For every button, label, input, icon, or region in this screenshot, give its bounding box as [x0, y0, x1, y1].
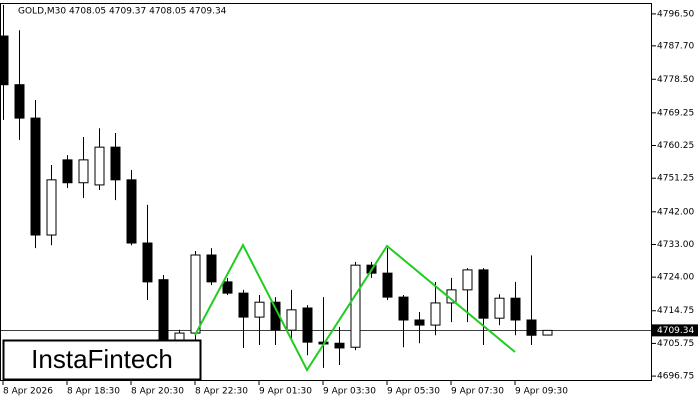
candle-body: [142, 242, 153, 283]
candle-body: [190, 254, 201, 334]
y-tick-label: 4778.50: [657, 75, 694, 85]
y-tick-label: 4696.75: [657, 372, 694, 382]
candle-body: [462, 269, 473, 291]
x-tick-label: 8 Apr 20:30: [131, 387, 184, 397]
logo-box: [2, 339, 202, 381]
x-tick-label: 9 Apr 07:30: [451, 387, 504, 397]
y-tick-label: 4714.75: [657, 306, 694, 316]
x-tick-label: 8 Apr 22:30: [195, 387, 248, 397]
candle-body: [414, 319, 425, 326]
y-tick-label: 4742.00: [657, 207, 694, 217]
candle-body: [286, 309, 297, 331]
candle-body: [478, 269, 489, 319]
candle-body: [110, 146, 121, 181]
y-tick-label: 4733.00: [657, 240, 694, 250]
candle-body: [222, 281, 233, 294]
x-tick-label: 9 Apr 05:30: [387, 387, 440, 397]
y-tick-label: 4705.75: [657, 339, 694, 349]
candle-body: [542, 329, 553, 336]
candles: [0, 4, 652, 374]
x-tick-label: 9 Apr 03:30: [323, 387, 376, 397]
candle-body: [510, 297, 521, 321]
candle-body: [254, 301, 265, 318]
price-label: 4709.34: [657, 326, 694, 336]
candle-body: [398, 296, 409, 321]
candle-body: [62, 159, 73, 184]
y-tick-label: 4760.25: [657, 141, 694, 151]
y-tick-label: 4724.00: [657, 273, 694, 283]
x-tick-label: 8 Apr 2026: [3, 387, 53, 397]
logo: InstaFintech: [31, 344, 173, 374]
candle-body: [30, 117, 41, 236]
x-tick-label: 9 Apr 01:30: [259, 387, 312, 397]
candle-body: [494, 297, 505, 319]
candle-body: [430, 302, 441, 326]
candle-body: [94, 146, 105, 186]
candle-body: [526, 319, 537, 336]
candle-body: [206, 254, 217, 283]
candle-body: [302, 307, 313, 343]
plot-frame: [0, 3, 652, 381]
candle-body: [126, 179, 137, 244]
candle-body: [382, 272, 393, 298]
candle-body: [334, 342, 345, 349]
chart-title: GOLD,M30 4708.05 4709.37 4708.05 4709.34: [18, 7, 227, 17]
candle-body: [78, 159, 89, 184]
candle-body: [46, 179, 57, 236]
y-tick-label: 4769.25: [657, 108, 694, 118]
y-tick-label: 4787.70: [657, 41, 694, 51]
candle-body: [0, 35, 9, 86]
y-tick-label: 4796.50: [657, 9, 694, 19]
pattern-line: [194, 242, 516, 372]
x-tick-label: 8 Apr 18:30: [67, 387, 120, 397]
candle-body: [14, 84, 25, 119]
x-tick-label: 9 Apr 09:30: [515, 387, 568, 397]
candle-body: [238, 292, 249, 318]
y-tick-label: 4751.25: [657, 174, 694, 184]
price-label-box: [652, 324, 698, 337]
candle-body: [350, 264, 361, 348]
